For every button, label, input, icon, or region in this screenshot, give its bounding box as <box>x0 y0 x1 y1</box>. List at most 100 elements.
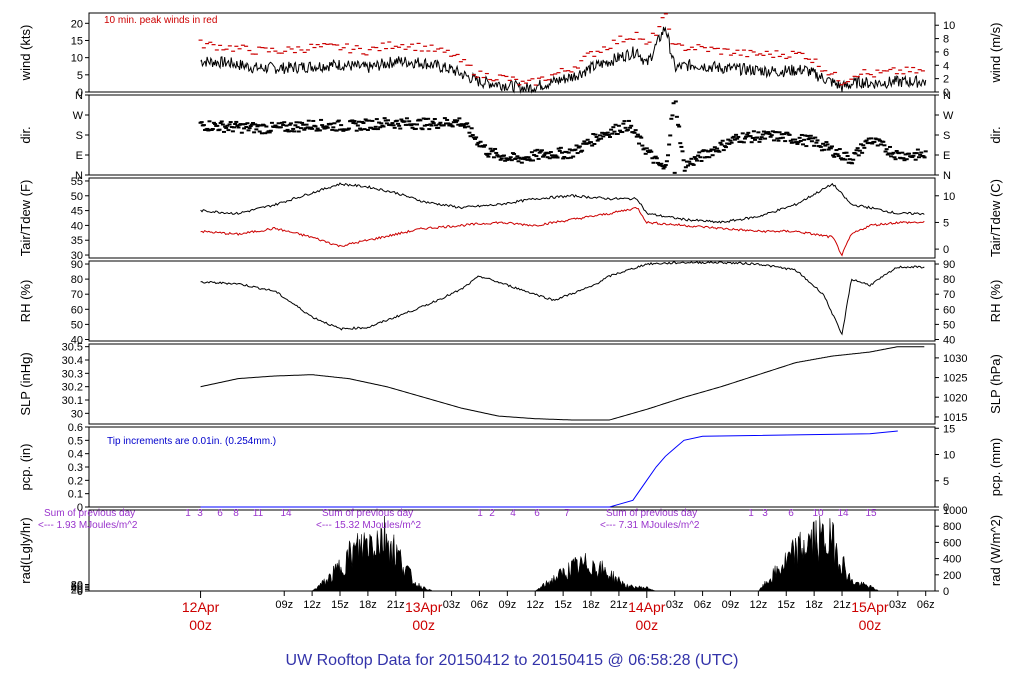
xtick-label: 03z <box>443 599 461 611</box>
ytick-label-right: 4 <box>943 60 949 72</box>
ytick-label: 0 <box>77 502 83 514</box>
day-label-time: 00z <box>859 617 882 633</box>
ytick-label: 0 <box>77 586 83 598</box>
ytick-label-right: 40 <box>943 334 955 346</box>
ytick-label: 30 <box>71 408 83 420</box>
panel-frame <box>88 12 936 93</box>
ytick-label-right: 600 <box>943 537 961 549</box>
ylabel-left: Tair/Tdew (F) <box>18 180 33 257</box>
ytick-label: 60 <box>71 304 83 316</box>
xtick-label: 21z <box>387 599 405 611</box>
rad-hour-mark: 3 <box>762 508 768 519</box>
rad-sum-label: Sum of previous day <box>322 508 413 519</box>
rad-sum-label: Sum of previous day <box>606 508 697 519</box>
rad-hour-mark: 14 <box>837 508 849 519</box>
time-axis: 09z 12z 15z 18z 21z 03z 06z 09z 12z 15z 18z 21z 03z 0… <box>182 591 935 633</box>
rad-hour-mark: 7 <box>564 508 570 519</box>
footer-title: UW Rooftop Data for 20150412 to 20150415… <box>286 652 739 669</box>
ytick-label-right: 5 <box>943 476 949 488</box>
ylabel-right: SLP (hPa) <box>988 354 1003 414</box>
ytick-label: N <box>75 170 83 182</box>
rad-hour-mark: 6 <box>788 508 794 519</box>
series-precipitation <box>200 430 898 508</box>
ytick-label: 15 <box>71 35 83 47</box>
ytick-label-right: E <box>943 150 950 162</box>
ytick-label-right: 6 <box>943 47 949 59</box>
ytick-label: E <box>76 150 83 162</box>
series-rh <box>200 260 925 336</box>
tip-increment-note: Tip increments are 0.01in. (0.254mm.) <box>107 436 276 447</box>
ytick-label-right: 0 <box>943 244 949 256</box>
xtick-label: 09z <box>722 599 740 611</box>
ytick-label: 30.5 <box>62 342 83 354</box>
ytick-label: 30.1 <box>62 395 83 407</box>
ytick-label: 50 <box>71 319 83 331</box>
xtick-label: 15z <box>777 599 795 611</box>
ytick-label: 35 <box>71 235 83 247</box>
ytick-label-right: 1000 <box>943 505 967 517</box>
ylabel-right: dir. <box>988 126 1003 143</box>
xtick-label: 18z <box>805 599 823 611</box>
ytick-label: 90 <box>71 259 83 271</box>
peak-wind-note: 10 min. peak winds in red <box>104 15 217 26</box>
ytick-label: 70 <box>71 289 83 301</box>
ytick-label: 5 <box>77 70 83 82</box>
ytick-label: N <box>75 90 83 102</box>
ytick-label: 0.6 <box>68 422 83 434</box>
xtick-label: 12z <box>526 599 544 611</box>
ytick-label-right: 0 <box>943 502 949 514</box>
rad-hour-mark: 15 <box>865 508 877 519</box>
ytick-label-right: 5 <box>943 217 949 229</box>
xtick-label: 03z <box>666 599 684 611</box>
xtick-label: 06z <box>471 599 489 611</box>
xtick-label: 09z <box>275 599 293 611</box>
ytick-label-right: N <box>943 170 951 182</box>
ytick-label-right: 1030 <box>943 353 967 365</box>
xtick-label: 12z <box>303 599 321 611</box>
xtick-label: 12z <box>749 599 767 611</box>
ytick-label-right: 1025 <box>943 373 967 385</box>
xtick-label: 21z <box>610 599 628 611</box>
ytick-label-right: 90 <box>943 259 955 271</box>
ytick-label: 80 <box>71 274 83 286</box>
ylabel-left: pcp. (in) <box>18 444 33 491</box>
ytick-label: 0.2 <box>68 475 83 487</box>
ylabel-right: pcp. (mm) <box>988 438 1003 497</box>
day-label-date: 12Apr <box>182 599 220 615</box>
ytick-label-right: 800 <box>943 521 961 533</box>
ytick-label: 50 <box>71 191 83 203</box>
xtick-label: 15z <box>554 599 572 611</box>
ytick-label: 30 <box>71 250 83 262</box>
ytick-label: 20 <box>71 18 83 30</box>
ytick-label-right: 70 <box>943 289 955 301</box>
ytick-label-right: S <box>943 130 950 142</box>
rad-hour-mark: 6 <box>534 508 540 519</box>
rad-sum-value: <--- 1.93 MJoules/m^2 <box>38 520 138 531</box>
ylabel-left: wind (kts) <box>18 25 33 82</box>
ytick-label-right: 2 <box>943 74 949 86</box>
panel-dir: dir. dir.N NE ES SW WN N <box>18 90 1003 182</box>
ytick-label-right: 0 <box>943 586 949 598</box>
panel-frame <box>88 260 936 342</box>
panel-temp: Tair/Tdew (F) Tair/Tdew (C) 30 35 40 45 50 55 0 5… <box>18 176 1003 262</box>
day-label-time: 00z <box>189 617 212 633</box>
ylabel-left: RH (%) <box>18 280 33 323</box>
ytick-label: W <box>73 110 84 122</box>
ytick-label: 80 <box>71 580 83 592</box>
rad-hour-mark: 11 <box>253 508 264 519</box>
ytick-label-right: W <box>943 110 954 122</box>
panel-rh: RH (%) RH (%) 40 50 60 70 80 90 40 50 60 70 80 90 <box>18 259 1003 346</box>
ytick-label-right: 10 <box>943 191 955 203</box>
ytick-label-right: 80 <box>943 274 955 286</box>
ytick-label-right: 10 <box>943 450 955 462</box>
ytick-label: 30.4 <box>62 355 83 367</box>
ytick-label: 0.5 <box>68 435 83 447</box>
day-label-date: 13Apr <box>405 599 443 615</box>
xtick-label: 06z <box>694 599 712 611</box>
ytick-label-right: 400 <box>943 554 961 566</box>
rad-hour-mark: 14 <box>280 508 292 519</box>
series-wind-speed <box>200 26 927 94</box>
rad-sum-value: <--- 15.32 MJoules/m^2 <box>316 520 421 531</box>
